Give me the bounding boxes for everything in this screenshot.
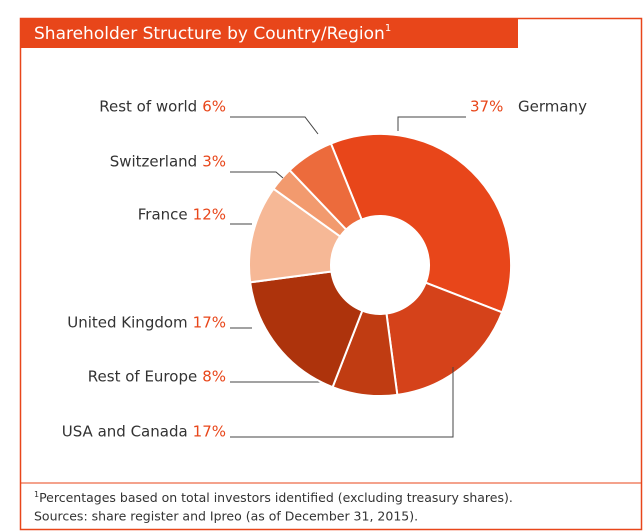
category-label: Switzerland [110,153,198,171]
category-label: Rest of Europe [88,368,197,386]
category-label: France [138,206,188,224]
category-label: Rest of world [99,98,197,116]
donut-segment [385,281,504,396]
donut-segment [288,142,363,231]
leader-line [230,367,454,438]
value-label: 37% [470,98,503,116]
footnote-marker: 1 [34,490,39,499]
value-label: 3% [202,153,226,171]
footnote: 1Percentages based on total investors id… [34,490,513,505]
value-label: 8% [202,368,226,386]
value-label: 17% [193,314,226,332]
donut-segment [249,270,364,389]
value-label: 17% [193,423,226,441]
donut-segment [329,133,512,314]
value-label: 12% [193,206,226,224]
leader-line [397,116,466,131]
leader-line [230,116,319,135]
footnote-text: Percentages based on total investors ide… [39,490,513,505]
chart-title: Shareholder Structure by Country/Region1 [34,23,391,44]
category-label: United Kingdom [67,314,187,332]
value-label: 6% [202,98,226,116]
title-text: Shareholder Structure by Country/Region [34,24,385,44]
category-label: Germany [518,98,587,116]
category-label: USA and Canada [62,423,188,441]
footnote: Sources: share register and Ipreo (as of… [34,509,418,524]
leader-line [230,171,284,179]
title-marker: 1 [385,23,391,34]
title-bar [20,18,518,48]
